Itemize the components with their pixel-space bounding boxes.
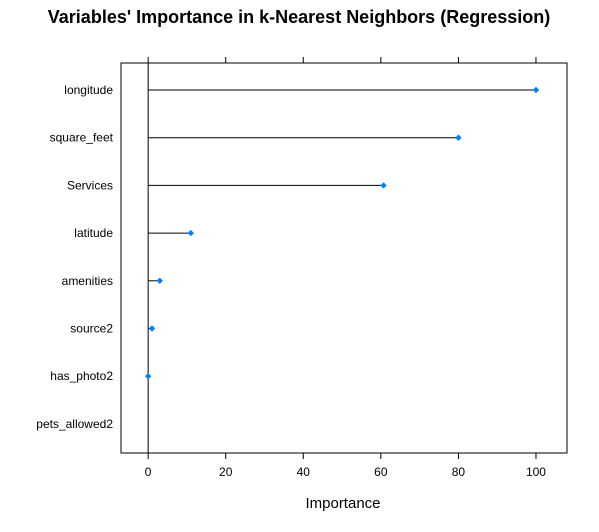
- top-ticks: [148, 57, 536, 63]
- y-tick-label: square_feet: [50, 131, 114, 145]
- importance-point: [157, 278, 163, 284]
- x-tick-label: 40: [297, 465, 311, 479]
- x-tick-label: 80: [452, 465, 466, 479]
- y-tick-label: source2: [70, 322, 113, 336]
- importance-point: [455, 135, 461, 141]
- x-tick-labels: 0 20 40 60 80 100: [145, 465, 547, 479]
- x-tick-label: 100: [526, 465, 546, 479]
- importance-point: [188, 230, 194, 236]
- y-tick-labels: longitude square_feet Services latitude amen…: [36, 83, 113, 431]
- x-axis-label: Importance: [305, 495, 380, 512]
- importance-point: [145, 373, 151, 379]
- y-tick-label: longitude: [64, 83, 113, 97]
- x-tick-label: 20: [219, 465, 233, 479]
- y-tick-label: latitude: [74, 226, 113, 240]
- importance-point: [533, 87, 539, 93]
- plot-panel: [121, 63, 567, 453]
- y-tick-label: amenities: [62, 274, 113, 288]
- y-tick-label: pets_allowed2: [36, 417, 113, 431]
- importance-point: [380, 182, 386, 188]
- x-tick-label: 60: [374, 465, 388, 479]
- chart-title: Variables' Importance in k-Nearest Neigh…: [48, 7, 550, 27]
- y-tick-label: Services: [67, 178, 113, 192]
- y-tick-label: has_photo2: [50, 369, 113, 383]
- bottom-ticks: [148, 453, 536, 459]
- x-tick-label: 0: [145, 465, 152, 479]
- importance-point: [149, 325, 155, 331]
- segments: [148, 90, 536, 329]
- points: [145, 87, 539, 380]
